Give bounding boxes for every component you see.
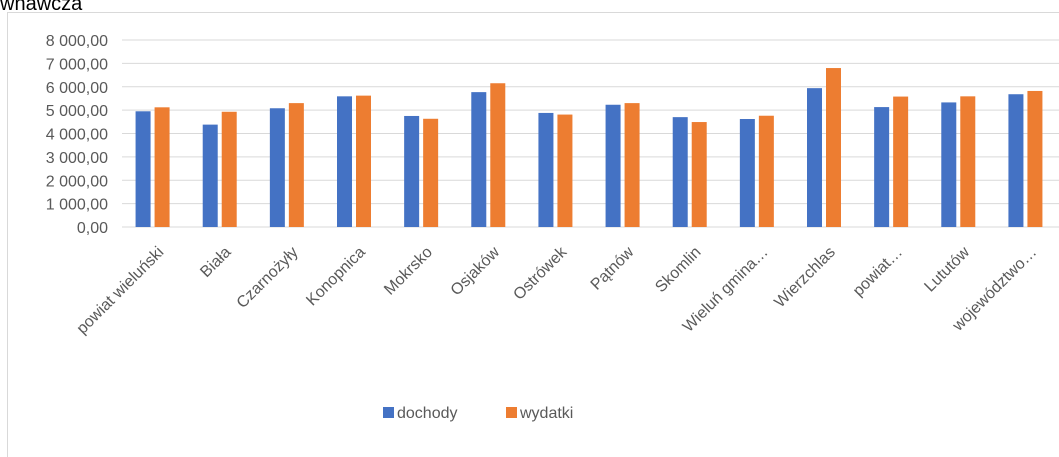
x-tick-label: Skomlin [652, 244, 704, 296]
bar-dochody [471, 92, 487, 227]
x-tick-label: Czarnożyły [234, 244, 302, 312]
bar-wydatki [490, 83, 506, 228]
y-tick-label: 3 000,00 [46, 150, 108, 167]
legend-label-dochody: dochody [397, 405, 458, 422]
y-tick-label: 7 000,00 [46, 56, 108, 73]
bar-wydatki [893, 96, 909, 227]
bar-dochody [672, 117, 688, 227]
bar-wydatki [288, 103, 304, 227]
legend-swatch-wydatki [506, 407, 517, 418]
bar-wydatki [960, 96, 976, 228]
bar-dochody [874, 107, 890, 227]
bars [135, 68, 1043, 228]
bar-wydatki [624, 103, 640, 227]
bar-wydatki [758, 115, 774, 227]
bar-wydatki [356, 95, 371, 227]
clipped-title-fragment: wnawcza [0, 0, 83, 15]
y-tick-label: 0,00 [77, 220, 108, 237]
x-tick-label: powiat… [850, 244, 906, 300]
legend-swatch-dochody [383, 407, 394, 418]
bar-dochody [337, 96, 352, 228]
legend: dochody wydatki [383, 405, 573, 422]
bar-wydatki [154, 107, 170, 227]
legend-label-wydatki: wydatki [519, 405, 573, 422]
y-tick-label: 2 000,00 [46, 173, 108, 190]
bar-dochody [135, 111, 151, 227]
x-tick-label: Konopnica [303, 244, 369, 310]
bar-wydatki [1027, 90, 1043, 228]
bar-dochody [605, 104, 621, 227]
bar-dochody [269, 108, 285, 227]
y-tick-label: 8 000,00 [46, 33, 108, 50]
x-tick-label: Biała [197, 244, 234, 281]
gridlines [122, 39, 1059, 228]
bar-dochody [538, 112, 554, 227]
bar-wydatki [826, 68, 841, 227]
bar-wydatki [221, 111, 237, 227]
x-tick-label: Ostrówek [510, 243, 571, 304]
y-axis-ticks: 0,00 1 000,00 2 000,00 3 000,00 4 000,00 5 00… [46, 33, 108, 237]
x-tick-label: Pątnów [588, 243, 638, 293]
y-tick-label: 4 000,00 [46, 127, 108, 144]
x-axis-ticks: powiat wieluński Biała Czarnożyły Konopnica… [74, 243, 1041, 337]
bar-dochody [807, 88, 822, 227]
bar-dochody [1008, 94, 1024, 227]
x-tick-label: Mokrsko [381, 244, 436, 299]
x-tick-label: Lututów [921, 243, 973, 295]
bar-dochody [202, 124, 218, 227]
x-tick-label: powiat wieluński [74, 244, 168, 338]
bar-wydatki [691, 122, 707, 227]
y-tick-label: 1 000,00 [46, 197, 108, 214]
y-tick-label: 6 000,00 [46, 80, 108, 97]
chart-frame [7, 12, 1059, 457]
x-tick-label: Osjaków [448, 243, 504, 299]
x-tick-label: Wierzchlas [771, 244, 838, 311]
bar-dochody [739, 119, 755, 227]
bar-dochody [941, 102, 957, 227]
bar-wydatki [557, 114, 573, 227]
bar-wydatki [423, 118, 439, 227]
bar-dochody [404, 115, 420, 227]
y-tick-label: 5 000,00 [46, 103, 108, 120]
